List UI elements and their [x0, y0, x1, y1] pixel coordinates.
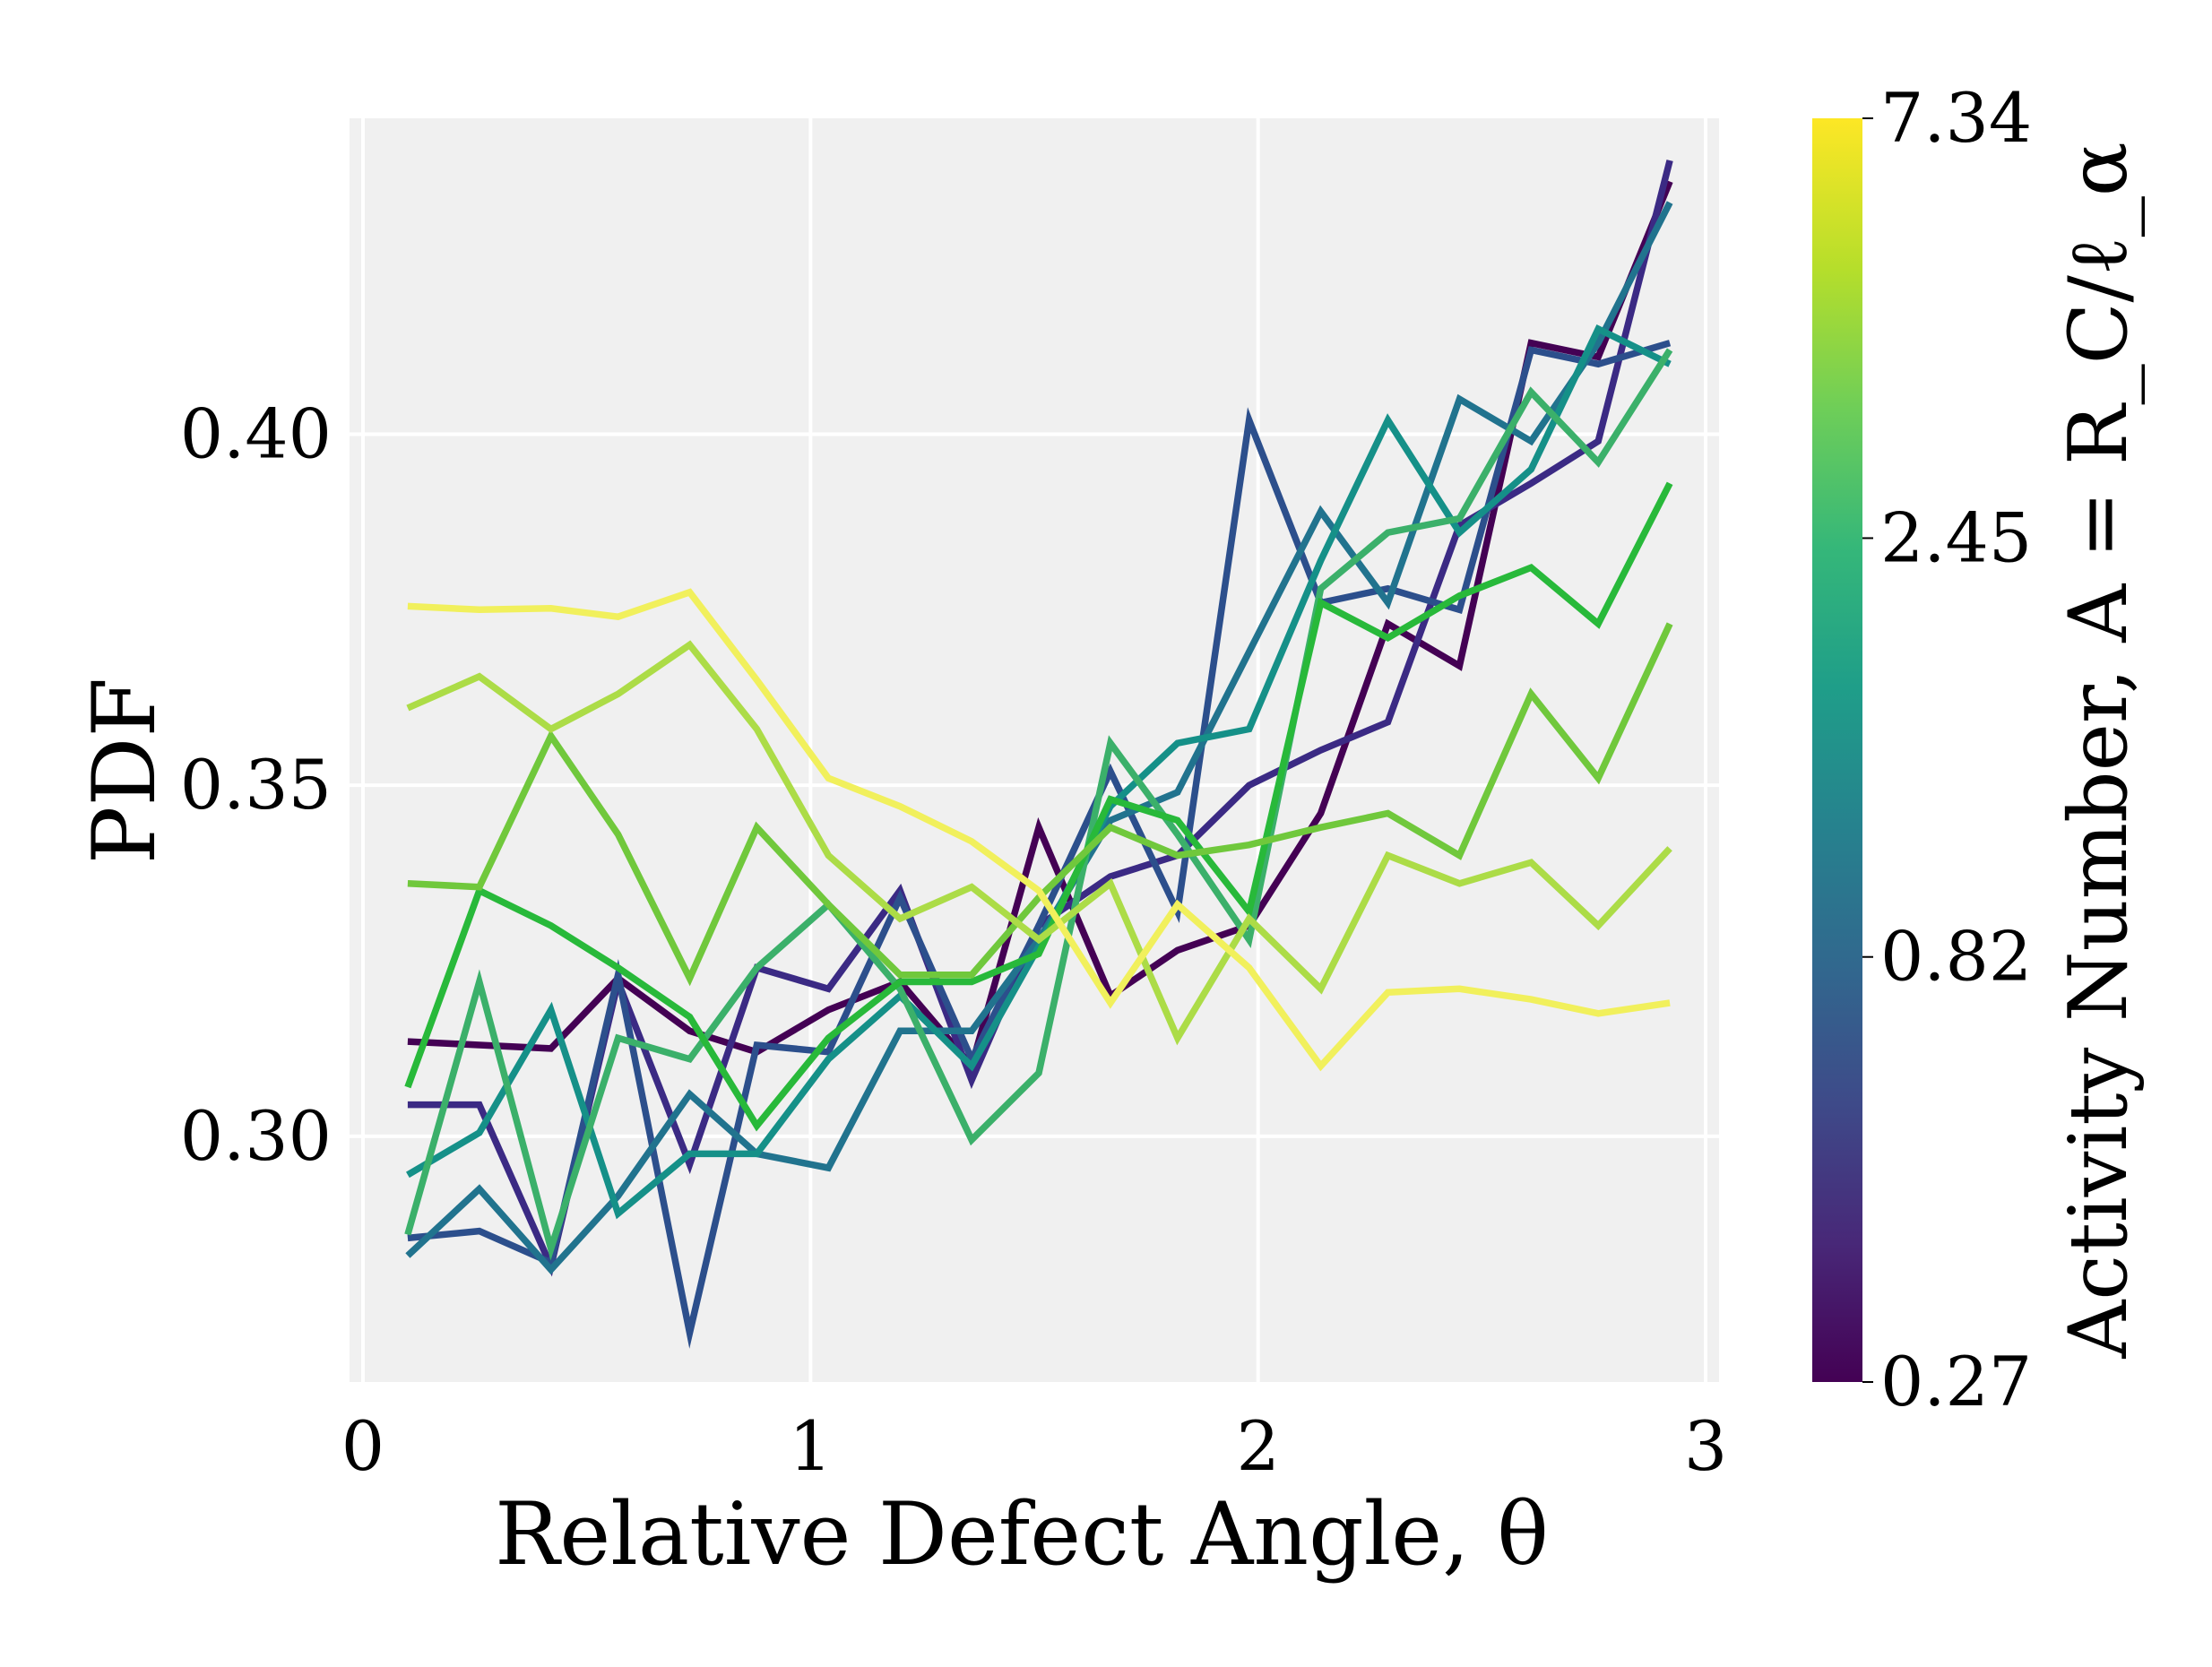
series-line-5 — [404, 348, 1673, 1261]
y-tick-labels: 0.30 0.35 0.40 — [180, 394, 332, 1176]
y-axis-label: PDF — [74, 678, 175, 864]
y-tick-label-0: 0.30 — [180, 1096, 332, 1176]
colorbar-tick-label-0: 0.27 — [1880, 1342, 2032, 1421]
x-axis-label: Relative Defect Angle, θ — [495, 1484, 1549, 1585]
series-line-6 — [404, 481, 1673, 1132]
series-line-8 — [406, 640, 1672, 1046]
x-tick-labels: 0 1 2 3 — [341, 1406, 1727, 1486]
colorbar — [1812, 118, 1862, 1382]
y-tick-label-2: 0.40 — [180, 394, 332, 474]
x-tick-label-2: 2 — [1236, 1406, 1279, 1486]
x-tick-label-3: 3 — [1684, 1406, 1727, 1486]
colorbar-tick-label-2: 2.45 — [1880, 497, 2032, 577]
colorbar-label: Activity Number, A = R_C/ℓ_α — [2052, 142, 2146, 1359]
colorbar-tick-label-1: 0.82 — [1880, 917, 2032, 997]
colorbar-tick-label-3: 7.34 — [1880, 78, 2032, 158]
plot-background — [350, 118, 1719, 1382]
series-line-2 — [407, 340, 1672, 1349]
x-tick-label-1: 1 — [789, 1406, 832, 1486]
series-lines — [404, 160, 1673, 1349]
x-tick-label-0: 0 — [341, 1406, 385, 1486]
colorbar-tick-labels: 0.27 0.82 2.45 7.34 — [1862, 78, 2032, 1421]
series-line-9 — [407, 588, 1671, 1072]
y-tick-label-1: 0.35 — [180, 745, 332, 825]
series-line-7 — [407, 622, 1673, 987]
